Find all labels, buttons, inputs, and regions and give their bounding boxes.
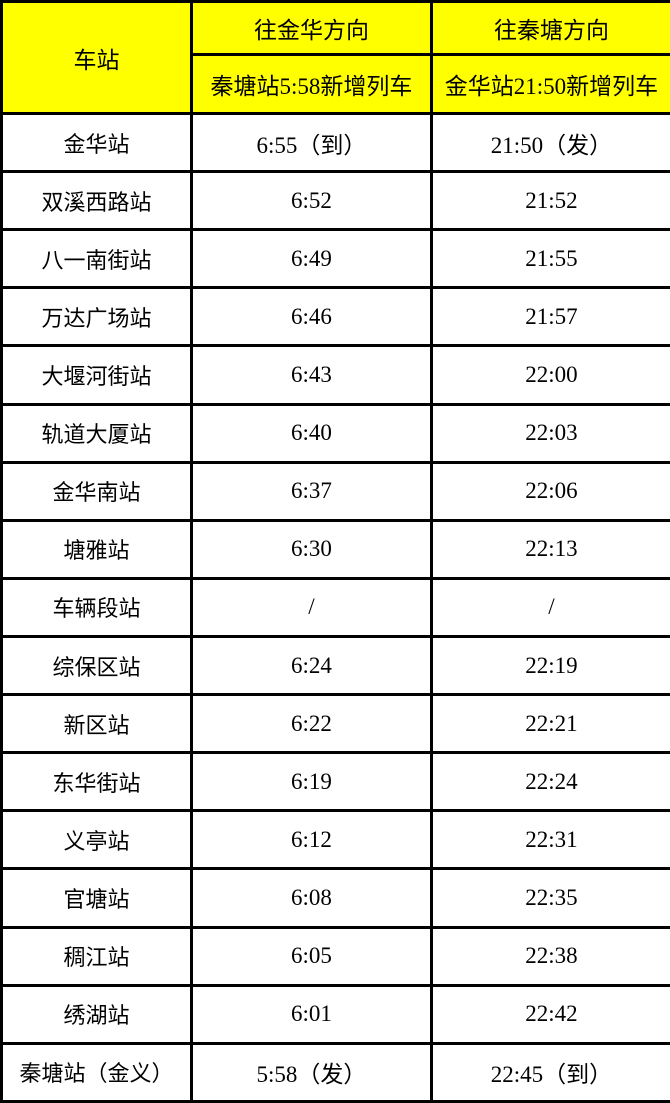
to-jinhua-time-cell: 6:22	[190, 693, 433, 755]
table-row: 义亭站 6:12 22:31	[0, 809, 670, 871]
to-jinhua-time-cell: 6:52	[190, 170, 433, 232]
to-jinhua-time-cell: 6:19	[190, 751, 433, 813]
table-row: 东华街站 6:19 22:24	[0, 751, 670, 813]
station-name-cell: 金华站	[0, 111, 193, 174]
to-qintang-time-cell: 22:21	[430, 693, 670, 755]
to-qintang-time-cell: 22:19	[430, 634, 670, 697]
to-jinhua-time-cell: 6:08	[190, 867, 433, 929]
header-to-jinhua-note: 秦塘站5:58新增列车	[190, 53, 433, 115]
station-name-cell: 八一南街站	[0, 228, 193, 290]
to-qintang-time-cell: 22:42	[430, 983, 670, 1045]
to-jinhua-time-cell: /	[190, 576, 433, 638]
station-name-cell: 东华街站	[0, 751, 193, 813]
to-jinhua-time-cell: 6:24	[190, 634, 433, 697]
table-row: 八一南街站 6:49 21:55	[0, 228, 670, 290]
station-name-cell: 义亭站	[0, 809, 193, 871]
to-jinhua-time-cell: 6:43	[190, 344, 433, 406]
station-name-cell: 双溪西路站	[0, 170, 193, 232]
table-row: 秦塘站（金义） 5:58（发） 22:45（到）	[0, 1041, 670, 1103]
header-to-qintang-note: 金华站21:50新增列车	[430, 53, 670, 115]
station-name-cell: 综保区站	[0, 634, 193, 697]
table-row: 大堰河街站 6:43 22:00	[0, 344, 670, 406]
table-row: 车辆段站 / /	[0, 576, 670, 638]
to-qintang-time-cell: 22:38	[430, 925, 670, 987]
to-qintang-time-cell: 22:06	[430, 460, 670, 522]
header-station-column: 车站	[0, 0, 193, 115]
to-jinhua-time-cell: 6:01	[190, 983, 433, 1045]
table-row: 轨道大厦站 6:40 22:03	[0, 402, 670, 464]
station-name-cell: 秦塘站（金义）	[0, 1041, 193, 1103]
to-qintang-time-cell: 21:50（发）	[430, 111, 670, 174]
to-qintang-time-cell: 22:35	[430, 867, 670, 929]
header-to-jinhua-direction: 往金华方向	[190, 0, 433, 56]
to-jinhua-time-cell: 6:55（到）	[190, 111, 433, 174]
to-qintang-time-cell: 22:03	[430, 402, 670, 464]
to-jinhua-time-cell: 6:49	[190, 228, 433, 290]
table-row: 金华站 6:55（到） 21:50（发）	[0, 111, 670, 174]
station-name-cell: 稠江站	[0, 925, 193, 987]
to-jinhua-time-cell: 6:40	[190, 402, 433, 464]
to-qintang-time-cell: 22:45（到）	[430, 1041, 670, 1103]
header-to-qintang-direction: 往秦塘方向	[430, 0, 670, 56]
station-name-cell: 官塘站	[0, 867, 193, 929]
station-name-cell: 大堰河街站	[0, 344, 193, 406]
to-qintang-time-cell: 21:52	[430, 170, 670, 232]
to-jinhua-time-cell: 6:12	[190, 809, 433, 871]
station-name-cell: 万达广场站	[0, 286, 193, 348]
timetable-header: 车站 往金华方向 往秦塘方向 秦塘站5:58新增列车 金华站21:50新增列车	[0, 0, 670, 115]
station-name-cell: 金华南站	[0, 460, 193, 522]
timetable-body: 金华站 6:55（到） 21:50（发） 双溪西路站 6:52 21:52 八一南街站 6:4…	[0, 111, 670, 1103]
to-jinhua-time-cell: 6:05	[190, 925, 433, 987]
table-row: 新区站 6:22 22:21	[0, 693, 670, 755]
table-row: 万达广场站 6:46 21:57	[0, 286, 670, 348]
table-row: 稠江站 6:05 22:38	[0, 925, 670, 987]
table-row: 金华南站 6:37 22:06	[0, 460, 670, 522]
table-row: 官塘站 6:08 22:35	[0, 867, 670, 929]
table-row: 双溪西路站 6:52 21:52	[0, 170, 670, 232]
station-name-cell: 塘雅站	[0, 518, 193, 580]
to-qintang-time-cell: 21:57	[430, 286, 670, 348]
station-name-cell: 绣湖站	[0, 983, 193, 1045]
to-qintang-time-cell: /	[430, 576, 670, 638]
to-jinhua-time-cell: 5:58（发）	[190, 1041, 433, 1103]
to-qintang-time-cell: 22:00	[430, 344, 670, 406]
to-qintang-time-cell: 22:13	[430, 518, 670, 580]
table-row: 塘雅站 6:30 22:13	[0, 518, 670, 580]
to-qintang-time-cell: 22:24	[430, 751, 670, 813]
to-jinhua-time-cell: 6:30	[190, 518, 433, 580]
header-row-notes: 秦塘站5:58新增列车 金华站21:50新增列车	[2, 53, 670, 115]
to-qintang-time-cell: 22:31	[430, 809, 670, 871]
to-qintang-time-cell: 21:55	[430, 228, 670, 290]
to-jinhua-time-cell: 6:37	[190, 460, 433, 522]
table-row: 综保区站 6:24 22:19	[0, 634, 670, 697]
station-name-cell: 车辆段站	[0, 576, 193, 638]
station-name-cell: 轨道大厦站	[0, 402, 193, 464]
to-jinhua-time-cell: 6:46	[190, 286, 433, 348]
table-row: 绣湖站 6:01 22:42	[0, 983, 670, 1045]
station-name-cell: 新区站	[0, 693, 193, 755]
header-row-directions: 车站 往金华方向 往秦塘方向	[0, 0, 670, 115]
